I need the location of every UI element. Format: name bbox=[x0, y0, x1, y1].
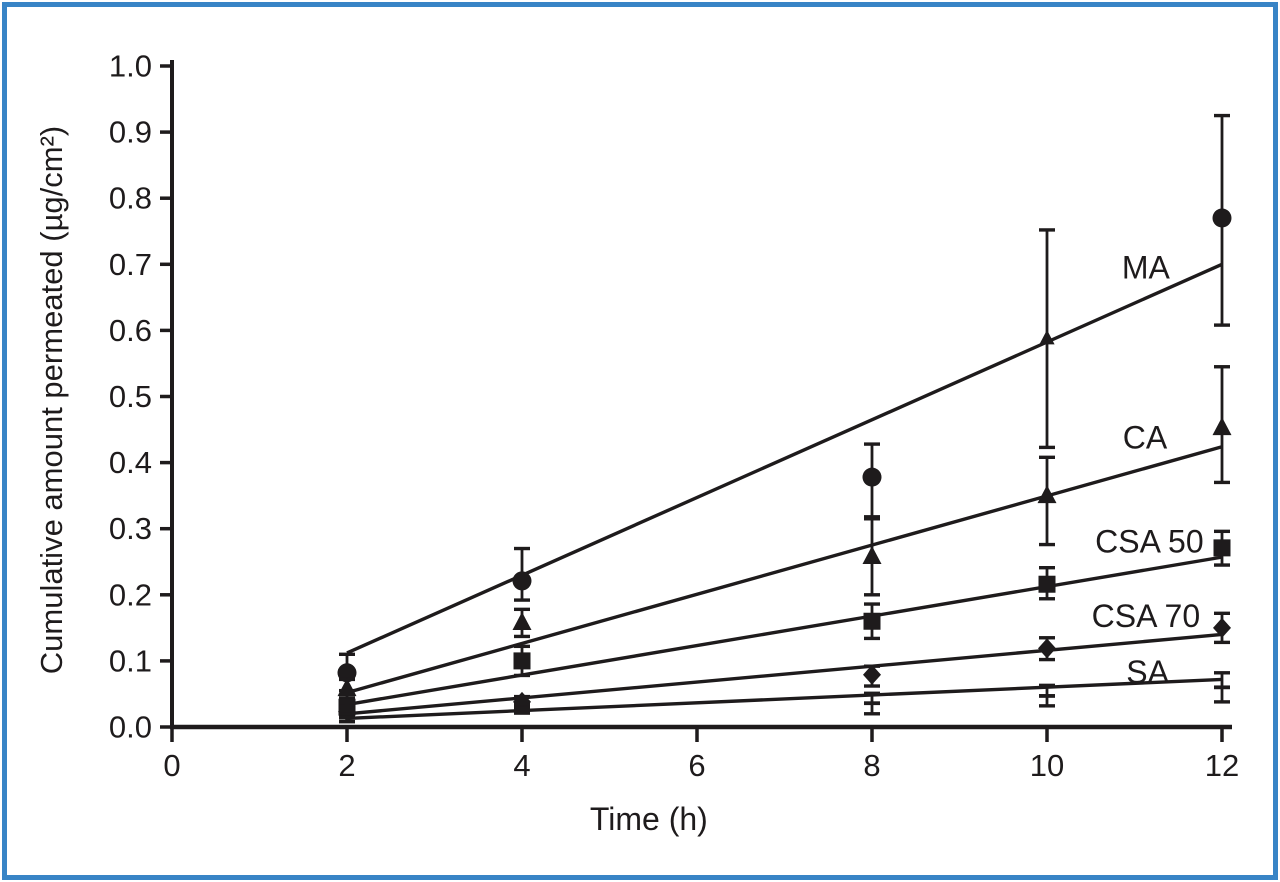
series-csa-70: CSA 70 bbox=[338, 598, 1231, 722]
x-tick-label: 8 bbox=[863, 748, 880, 783]
y-tick-label: 0.2 bbox=[109, 577, 152, 612]
series-label-ca: CA bbox=[1123, 419, 1168, 455]
y-tick-label: 0.1 bbox=[109, 643, 152, 678]
y-tick-label: 0.5 bbox=[109, 379, 152, 414]
series-sa: SA bbox=[339, 654, 1230, 724]
x-tick-label: 10 bbox=[1030, 748, 1064, 783]
x-tick-label: 0 bbox=[163, 748, 180, 783]
y-tick-label: 0.7 bbox=[109, 247, 152, 282]
series-ma: MA bbox=[337, 113, 1232, 693]
x-axis-ticks: 0 2 4 6 8 10 12 bbox=[163, 727, 1239, 783]
y-tick-label: 0.9 bbox=[109, 115, 152, 150]
series-label-sa: SA bbox=[1126, 654, 1169, 690]
y-tick-label: 0.3 bbox=[109, 511, 152, 546]
y-tick-label: 1.0 bbox=[109, 49, 152, 84]
y-tick-label: 0.0 bbox=[109, 710, 152, 745]
x-tick-label: 12 bbox=[1205, 748, 1239, 783]
y-tick-label: 0.6 bbox=[109, 313, 152, 348]
y-tick-label: 0.8 bbox=[109, 181, 152, 216]
series-label-ma: MA bbox=[1122, 250, 1171, 286]
y-tick-label: 0.4 bbox=[109, 445, 152, 480]
series-csa-50: CSA 50 bbox=[338, 523, 1231, 716]
axes bbox=[170, 60, 1232, 730]
series-ca: CA bbox=[337, 365, 1232, 700]
x-tick-label: 6 bbox=[688, 748, 705, 783]
y-axis-title: Cumulative amount permeated (µg/cm²) bbox=[34, 126, 69, 675]
x-tick-label: 2 bbox=[338, 748, 355, 783]
x-tick-label: 4 bbox=[513, 748, 530, 783]
x-axis-title: Time (h) bbox=[590, 801, 708, 837]
y-axis-ticks: 0.0 0.1 0.2 0.3 0.4 0.5 0.6 0.7 0.8 0.9 1.0 bbox=[109, 49, 172, 745]
series-label-csa-50: CSA 50 bbox=[1095, 523, 1204, 559]
series-label-csa-70: CSA 70 bbox=[1092, 598, 1201, 634]
